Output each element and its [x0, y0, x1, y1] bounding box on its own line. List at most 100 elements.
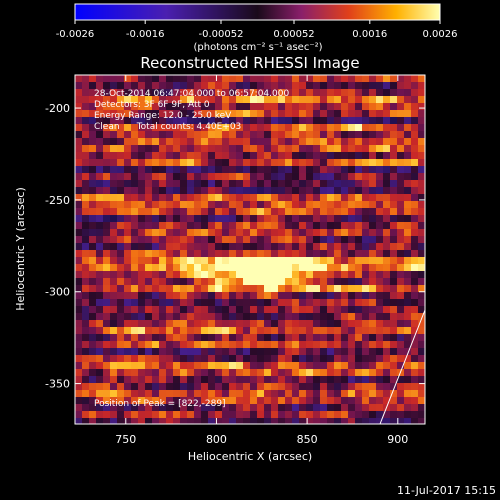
- image-pixel: [306, 257, 314, 265]
- image-pixel: [152, 215, 160, 223]
- image-pixel: [383, 411, 391, 419]
- image-pixel: [145, 418, 153, 424]
- image-pixel: [124, 257, 132, 265]
- image-pixel: [362, 271, 370, 279]
- image-pixel: [138, 397, 146, 405]
- image-pixel: [278, 96, 286, 104]
- image-pixel: [194, 292, 202, 300]
- image-pixel: [201, 264, 209, 272]
- image-pixel: [320, 348, 328, 356]
- image-pixel: [89, 194, 97, 202]
- image-pixel: [75, 418, 83, 424]
- image-pixel: [75, 383, 83, 391]
- image-pixel: [124, 334, 132, 342]
- image-pixel: [264, 383, 272, 391]
- plot-title: Reconstructed RHESSI Image: [140, 54, 359, 72]
- image-pixel: [145, 250, 153, 258]
- image-pixel: [411, 131, 419, 139]
- image-pixel: [250, 383, 258, 391]
- image-pixel: [257, 404, 265, 412]
- image-pixel: [138, 243, 146, 251]
- image-pixel: [103, 404, 111, 412]
- image-pixel: [376, 187, 384, 195]
- image-pixel: [96, 292, 104, 300]
- image-pixel: [397, 257, 405, 265]
- image-pixel: [306, 222, 314, 230]
- image-pixel: [313, 355, 321, 363]
- image-pixel: [264, 138, 272, 146]
- image-pixel: [348, 320, 356, 328]
- image-pixel: [334, 82, 342, 90]
- image-pixel: [229, 390, 237, 398]
- image-pixel: [138, 404, 146, 412]
- image-pixel: [299, 306, 307, 314]
- image-pixel: [250, 173, 258, 181]
- image-pixel: [180, 362, 188, 370]
- image-pixel: [376, 404, 384, 412]
- image-pixel: [180, 250, 188, 258]
- image-pixel: [411, 404, 419, 412]
- image-pixel: [243, 306, 251, 314]
- image-pixel: [327, 145, 335, 153]
- image-pixel: [89, 383, 97, 391]
- image-pixel: [152, 194, 160, 202]
- image-pixel: [145, 152, 153, 160]
- image-pixel: [180, 348, 188, 356]
- image-pixel: [96, 355, 104, 363]
- image-pixel: [180, 383, 188, 391]
- image-pixel: [243, 222, 251, 230]
- image-pixel: [271, 306, 279, 314]
- image-pixel: [208, 411, 216, 419]
- image-pixel: [404, 390, 412, 398]
- image-pixel: [355, 82, 363, 90]
- image-pixel: [390, 313, 398, 321]
- image-pixel: [117, 159, 125, 167]
- image-pixel: [306, 362, 314, 370]
- image-pixel: [159, 320, 167, 328]
- image-pixel: [411, 173, 419, 181]
- image-pixel: [299, 152, 307, 160]
- image-pixel: [383, 187, 391, 195]
- image-pixel: [404, 341, 412, 349]
- image-pixel: [348, 411, 356, 419]
- image-pixel: [341, 187, 349, 195]
- image-pixel: [138, 313, 146, 321]
- image-pixel: [327, 117, 335, 125]
- image-pixel: [180, 201, 188, 209]
- image-pixel: [397, 404, 405, 412]
- image-pixel: [222, 131, 230, 139]
- image-pixel: [75, 222, 83, 230]
- image-pixel: [369, 215, 377, 223]
- image-pixel: [201, 341, 209, 349]
- image-pixel: [348, 264, 356, 272]
- image-pixel: [418, 369, 425, 377]
- image-pixel: [320, 292, 328, 300]
- image-pixel: [173, 348, 181, 356]
- image-pixel: [278, 166, 286, 174]
- image-pixel: [369, 138, 377, 146]
- image-pixel: [208, 348, 216, 356]
- image-pixel: [201, 201, 209, 209]
- image-pixel: [341, 117, 349, 125]
- image-pixel: [166, 285, 174, 293]
- image-pixel: [222, 166, 230, 174]
- image-pixel: [82, 201, 90, 209]
- image-pixel: [180, 257, 188, 265]
- image-pixel: [75, 89, 83, 97]
- image-pixel: [327, 362, 335, 370]
- image-pixel: [320, 271, 328, 279]
- image-pixel: [348, 418, 356, 424]
- image-pixel: [194, 411, 202, 419]
- image-pixel: [411, 264, 419, 272]
- image-pixel: [96, 250, 104, 258]
- image-pixel: [110, 152, 118, 160]
- image-pixel: [208, 229, 216, 237]
- image-pixel: [327, 285, 335, 293]
- image-pixel: [257, 243, 265, 251]
- image-pixel: [180, 320, 188, 328]
- image-pixel: [306, 348, 314, 356]
- image-pixel: [82, 418, 90, 424]
- image-pixel: [173, 292, 181, 300]
- image-pixel: [159, 166, 167, 174]
- image-pixel: [299, 250, 307, 258]
